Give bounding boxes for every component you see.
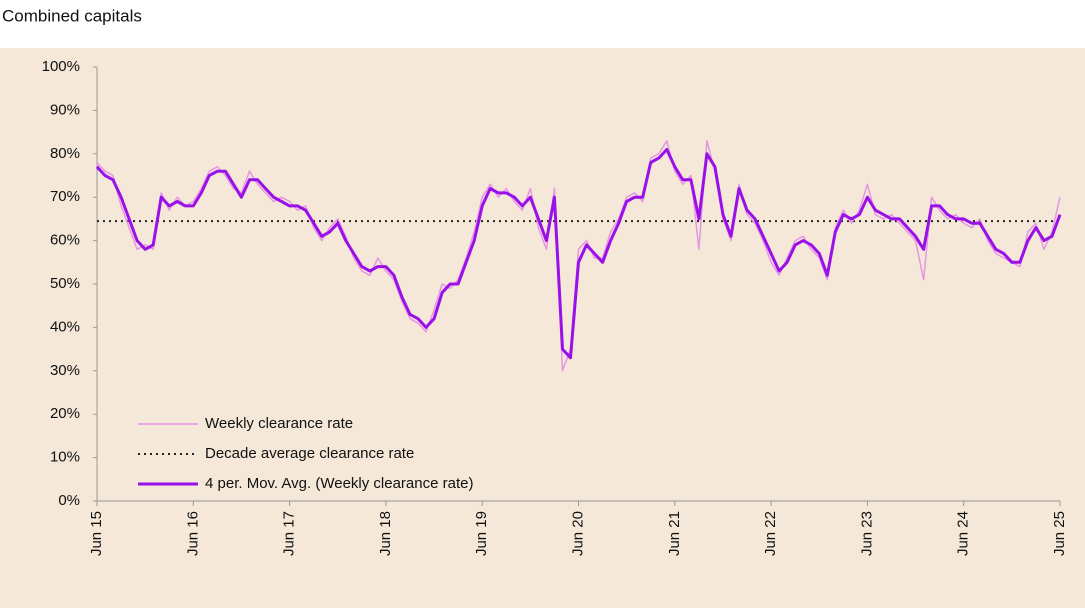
y-tick-label: 90% [50,101,80,118]
series-line [96,140,1061,372]
y-tick-label: 60% [50,232,80,249]
legend-label: 4 per. Mov. Avg. (Weekly clearance rate) [205,475,473,492]
legend-label: Decade average clearance rate [205,445,414,462]
x-tick-label: Jun 19 [473,511,490,556]
x-tick-label: Jun 20 [569,511,586,556]
y-tick-label: 50% [50,275,80,292]
x-tick-label: Jun 16 [184,511,201,556]
series-line [95,148,1062,360]
y-tick-label: 0% [58,492,80,509]
chart-title: Combined capitals [2,6,142,25]
y-tick-label: 70% [50,188,80,205]
x-tick-label: Jun 15 [88,511,105,556]
x-tick-label: Jun 21 [666,511,683,556]
y-tick-label: 30% [50,362,80,379]
x-tick-label: Jun 18 [377,511,394,556]
plot-background [0,48,1085,608]
y-tick-label: 40% [50,318,80,335]
y-tick-label: 80% [50,145,80,162]
legend-label: Weekly clearance rate [205,415,353,432]
y-tick-label: 20% [50,405,80,422]
x-tick-label: Jun 22 [762,511,779,556]
x-tick-label: Jun 25 [1051,511,1068,556]
x-tick-label: Jun 23 [858,511,875,556]
x-tick-label: Jun 24 [955,511,972,556]
x-tick-label: Jun 17 [281,511,298,556]
y-tick-label: 10% [50,449,80,466]
y-tick-label: 100% [42,58,80,75]
